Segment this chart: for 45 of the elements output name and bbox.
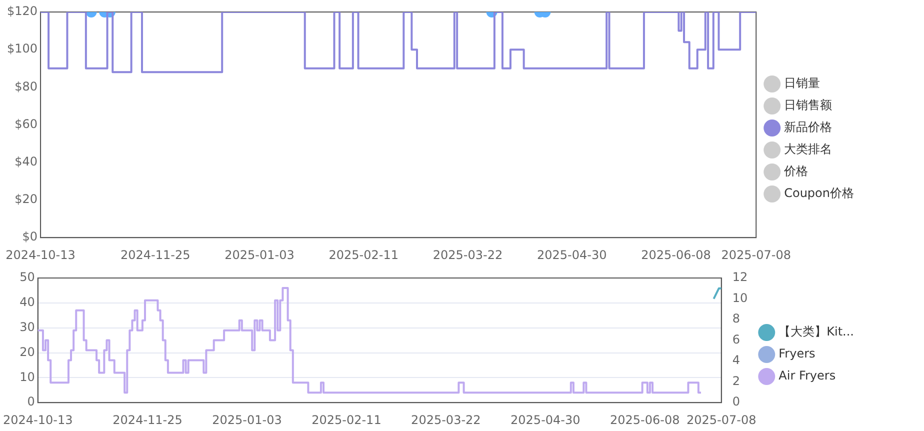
y-tick-label: 10 [20, 370, 35, 384]
legend-label: 【大类】Kit... [778, 324, 854, 339]
y-tick-label: 20 [20, 344, 35, 359]
x-tick-label: 2025-06-08 [641, 248, 711, 262]
x-tick-label: 2025-01-03 [224, 248, 294, 262]
x-tick-label: 2025-03-22 [432, 248, 503, 262]
y-tick-label: 50 [20, 270, 35, 284]
y2-tick-label: 6 [732, 332, 740, 346]
y2-tick-label: 2 [732, 374, 740, 388]
y-tick-label: 30 [20, 320, 35, 334]
x-tick-label: 2025-02-11 [312, 412, 382, 427]
legend-label: Fryers [778, 346, 816, 361]
y-tick-label: $100 [6, 42, 38, 56]
y-tick-label: $0 [22, 230, 38, 244]
x-tick-label: 2025-01-03 [212, 412, 282, 427]
x-tick-label: 2024-10-13 [6, 248, 76, 262]
legend-label: 日销售额 [784, 98, 832, 112]
y-tick-label: 0 [27, 394, 35, 409]
x-tick-label: 2024-11-25 [112, 412, 182, 427]
y-tick-label: $40 [14, 154, 38, 169]
y-tick-label: $120 [6, 4, 38, 18]
legend-label: 价格 [783, 164, 808, 178]
x-tick-label: 2024-10-13 [2, 412, 73, 427]
y-tick-label: $60 [14, 116, 38, 131]
y2-tick-label: 12 [732, 270, 748, 284]
y2-tick-label: 8 [732, 312, 740, 326]
legend-label: Air Fryers [778, 368, 836, 383]
x-tick-label: 2025-03-22 [411, 412, 481, 427]
x-tick-label: 2025-07-08 [721, 248, 791, 262]
x-tick-label: 2025-04-30 [510, 412, 580, 427]
x-tick-label: 2025-02-11 [328, 248, 398, 262]
x-tick-label: 2025-06-08 [610, 412, 680, 427]
y2-tick-label: 10 [732, 290, 748, 305]
y-tick-label: $80 [14, 79, 38, 94]
y-tick-label: 40 [20, 295, 35, 310]
legend-label: 新品价格 [784, 120, 832, 134]
y2-tick-label: 4 [732, 353, 740, 368]
y2-tick-label: 0 [732, 394, 740, 409]
x-tick-label: 2025-07-08 [686, 412, 756, 427]
legend-label: 日销量 [784, 76, 820, 90]
x-tick-label: 2024-11-25 [120, 248, 190, 262]
legend-label: Coupon价格 [784, 186, 854, 200]
x-tick-label: 2025-04-30 [537, 248, 607, 262]
legend-label: 大类排名 [784, 142, 832, 156]
y-tick-label: $20 [14, 192, 38, 206]
